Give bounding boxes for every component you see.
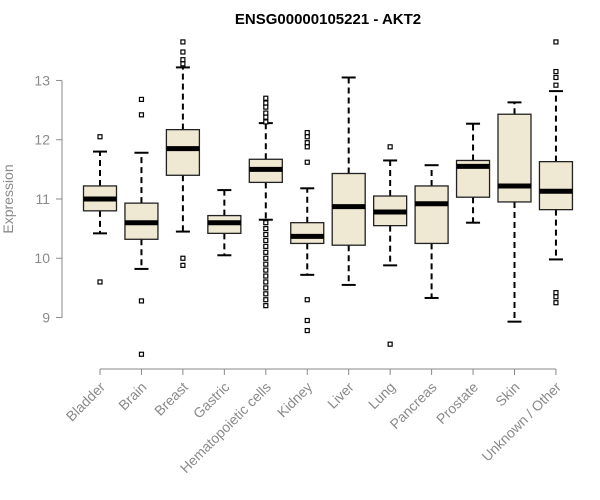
y-tick-label: 10 — [34, 250, 50, 266]
axes: 9 10 11 12 13 — [34, 72, 557, 375]
x-tick-label: Breast — [151, 379, 191, 419]
outlier-point — [263, 237, 269, 244]
iqr-box — [290, 222, 325, 245]
outlier-point — [304, 297, 310, 303]
iqr-box — [165, 128, 201, 176]
box-group — [497, 101, 532, 323]
outlier-point — [304, 134, 310, 140]
outlier-point — [263, 114, 269, 120]
outlier-point — [263, 226, 269, 232]
outlier-point — [263, 285, 269, 291]
y-tick-label: 13 — [34, 72, 50, 88]
outlier-point — [138, 298, 145, 304]
y-tick-label: 11 — [35, 191, 50, 207]
outlier-point — [180, 61, 186, 67]
outlier-point — [263, 95, 269, 101]
outlier-point — [553, 74, 559, 81]
outlier-point — [180, 262, 186, 268]
outlier-point — [180, 39, 186, 45]
outlier-point — [263, 119, 269, 125]
x-tick-label: Prostate — [433, 379, 481, 427]
x-tick-label: Lung — [365, 379, 398, 412]
y-tick-label: 12 — [34, 132, 50, 148]
x-tick-label: Brain — [115, 379, 149, 413]
outlier-point — [387, 341, 393, 347]
box-group — [82, 134, 118, 285]
outlier-point — [180, 255, 186, 261]
outlier-point — [263, 297, 269, 303]
outlier-point — [180, 49, 186, 55]
outlier-point — [138, 351, 145, 357]
y-axis-label: Expression — [0, 164, 16, 233]
iqr-box — [497, 113, 532, 203]
iqr-box — [538, 160, 574, 211]
outlier-point — [553, 39, 559, 45]
box-group — [538, 39, 574, 306]
outlier-point — [263, 273, 269, 279]
outlier-point — [304, 317, 310, 324]
outlier-point — [304, 159, 310, 165]
outlier-point — [553, 290, 559, 296]
outlier-point — [263, 243, 269, 249]
outlier-point — [97, 134, 103, 140]
boxes — [82, 39, 574, 357]
box-group — [207, 189, 242, 257]
box-group — [290, 130, 325, 334]
outlier-point — [138, 112, 145, 118]
outlier-point — [263, 110, 269, 116]
outlier-point — [304, 140, 310, 146]
x-tick-label: Unknown / Other — [478, 379, 564, 465]
outlier-point — [180, 57, 186, 63]
outlier-point — [263, 255, 269, 261]
outlier-point — [263, 279, 269, 285]
outlier-point — [97, 279, 103, 285]
box-group — [124, 96, 159, 357]
outlier-point — [263, 220, 269, 226]
outlier-point — [263, 100, 269, 106]
outlier-point — [263, 231, 269, 238]
outlier-point — [263, 249, 269, 255]
outlier-point — [553, 68, 559, 75]
outlier-point — [553, 300, 559, 306]
y-tick-label: 9 — [42, 310, 50, 326]
x-tick-label: Skin — [492, 379, 523, 410]
outlier-point — [263, 267, 269, 273]
x-tick-label: Kidney — [274, 379, 316, 421]
outlier-point — [304, 144, 310, 150]
outlier-point — [553, 82, 559, 88]
outlier-point — [553, 294, 559, 300]
box-group — [331, 76, 366, 286]
outlier-point — [263, 291, 269, 297]
box-group — [248, 95, 283, 309]
outlier-point — [138, 96, 145, 103]
outlier-point — [387, 144, 393, 150]
x-tick-label: Bladder — [63, 379, 109, 425]
outlier-point — [263, 104, 269, 110]
chart-title: ENSG00000105221 - AKT2 — [235, 11, 421, 28]
iqr-box — [414, 185, 449, 245]
box-group — [455, 122, 491, 224]
box-group — [372, 144, 408, 347]
box-group — [414, 164, 449, 299]
outlier-point — [304, 327, 310, 334]
outlier-point — [304, 130, 310, 136]
x-tick-label: Liver — [324, 379, 357, 412]
box-group — [165, 39, 201, 268]
outlier-point — [263, 261, 269, 267]
iqr-box — [331, 172, 366, 246]
outlier-point — [263, 303, 269, 309]
